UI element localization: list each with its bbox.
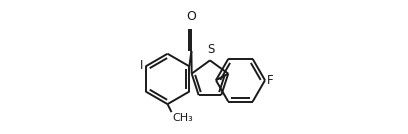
Text: S: S	[207, 43, 214, 56]
Text: F: F	[267, 74, 274, 87]
Text: O: O	[186, 10, 196, 23]
Text: I: I	[140, 59, 143, 72]
Text: CH₃: CH₃	[172, 113, 193, 123]
